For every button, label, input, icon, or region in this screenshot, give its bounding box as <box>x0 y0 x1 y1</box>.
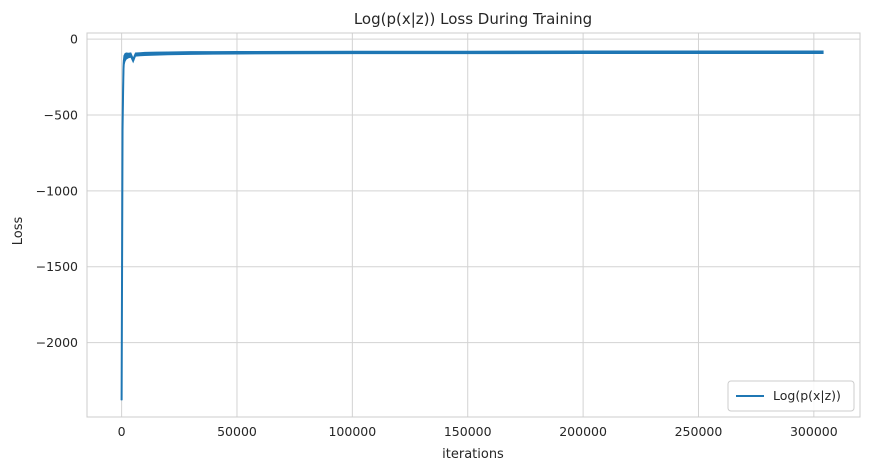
x-tick-label: 200000 <box>559 424 607 439</box>
legend-box <box>727 380 855 412</box>
grid <box>87 33 860 417</box>
y-tick-label: −500 <box>44 107 78 122</box>
x-axis: 0 50000 100000 150000 200000 250000 300000 <box>118 424 838 439</box>
x-tick-label: 300000 <box>790 424 838 439</box>
x-axis-label: iterations <box>442 447 504 462</box>
chart-title: Log(p(x|z)) Loss During Training <box>354 10 592 28</box>
series-line-0 <box>120 51 824 401</box>
x-tick-label: 100000 <box>328 424 376 439</box>
x-tick-label: 0 <box>118 424 126 439</box>
x-tick-label: 50000 <box>217 424 257 439</box>
y-tick-label: −2000 <box>36 335 78 350</box>
y-tick-label: 0 <box>70 32 78 47</box>
plot-frame <box>86 32 861 418</box>
y-tick-label: −1500 <box>36 259 78 274</box>
legend-label: Log(p(x|z)) <box>773 388 841 403</box>
x-tick-label: 150000 <box>444 424 492 439</box>
y-axis: 0 −500 −1000 −1500 −2000 <box>36 32 78 351</box>
legend: Log(p(x|z)) <box>727 380 855 412</box>
series-area <box>120 50 824 401</box>
x-tick-label: 250000 <box>675 424 723 439</box>
y-axis-label: Loss <box>11 217 26 246</box>
y-tick-label: −1000 <box>36 183 78 198</box>
